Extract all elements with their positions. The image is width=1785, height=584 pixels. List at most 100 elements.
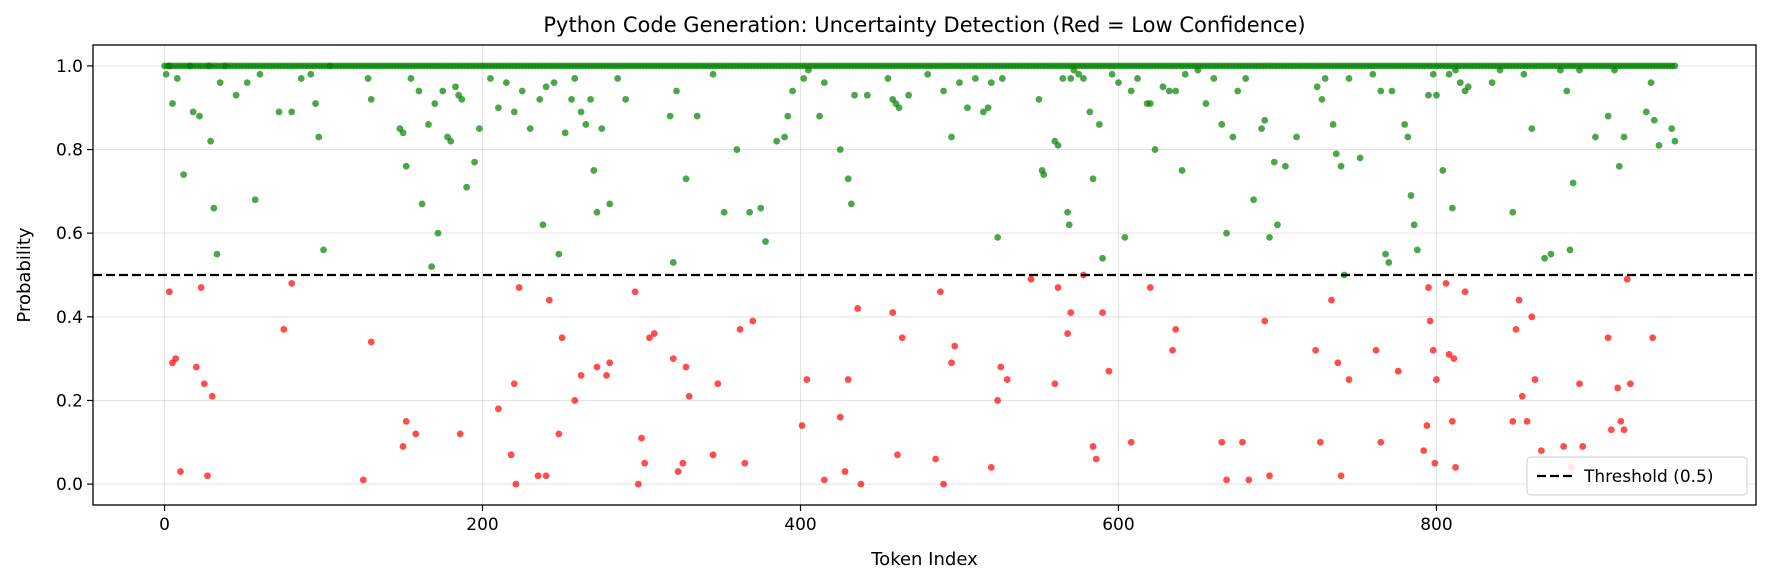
data-point [1557,66,1564,74]
data-point [1604,334,1612,342]
data-point [526,125,534,133]
data-point [165,288,173,296]
data-point [555,250,563,258]
data-point [1576,380,1583,388]
data-point [439,87,447,95]
data-point [1146,284,1154,291]
data-point [1623,275,1631,283]
data-point [741,459,749,467]
data-point [1270,158,1278,166]
data-point [1127,87,1135,95]
data-point [682,175,690,183]
data-point [889,309,897,317]
data-point [1332,150,1340,158]
data-point [550,79,558,87]
data-point [1372,346,1380,354]
data-point [1377,438,1385,446]
data-point [951,342,959,350]
x-tick-label: 200 [466,515,498,535]
data-point [213,250,221,258]
data-point [1040,171,1048,179]
data-point [733,146,741,153]
data-point [1261,317,1269,325]
data-point [173,75,181,82]
data-point [1452,463,1459,471]
data-point [979,108,987,116]
data-point [558,334,566,342]
data-point [638,434,645,442]
y-tick-label: 0.0 [56,475,83,495]
data-point [1450,355,1458,363]
data-point [1337,162,1345,170]
data-point [598,125,606,133]
data-point [1464,83,1472,91]
y-tick-label: 1.0 [56,57,83,77]
data-point [1442,279,1450,287]
data-point [1512,325,1520,333]
data-point [320,246,327,254]
data-point [210,204,218,212]
data-point [1518,392,1526,400]
data-point [673,87,680,95]
data-point [1202,100,1210,107]
data-point [709,70,717,78]
data-point [1356,154,1364,162]
data-point [693,112,701,120]
data-point [1650,116,1658,124]
data-point [1404,133,1412,141]
data-point [971,75,979,82]
data-point [847,200,855,208]
data-point [1401,121,1409,128]
data-point [956,79,963,87]
data-point [512,480,520,488]
data-point [571,75,579,82]
data-point [773,137,781,145]
data-point [682,363,690,371]
data-point [1065,221,1073,229]
data-point [1070,66,1078,74]
data-point [1127,438,1135,446]
legend-box [1526,456,1748,496]
data-point [999,75,1006,82]
data-point [844,376,852,383]
data-point [720,208,728,216]
data-point [1274,221,1281,229]
data-point [555,430,563,438]
data-point [359,476,367,484]
data-point [186,62,194,70]
data-point [1242,75,1250,82]
data-point [1146,100,1154,107]
axis-ticks: 0 200 400 600 800 0.0 0.2 0.4 0.6 0.8 1.0 [56,57,1453,535]
data-point [1509,208,1517,216]
x-tick-label: 400 [784,515,816,535]
data-point [898,334,906,342]
data-point [1086,108,1094,116]
data-point [169,100,176,107]
data-point [1668,125,1676,133]
data-point [434,229,442,237]
x-tick-label: 800 [1420,515,1452,535]
data-point [854,305,862,312]
data-point [515,284,523,291]
data-point [1439,167,1447,174]
data-point [634,480,642,488]
data-point [577,371,585,379]
data-point [841,468,849,475]
legend-label-threshold: Threshold (0.5) [1583,467,1713,487]
data-point [1151,146,1159,153]
data-point [622,95,630,103]
data-point [1092,455,1100,463]
data-point [851,91,858,99]
data-point [1592,133,1599,141]
data-point [1394,367,1402,375]
data-point [666,112,674,120]
data-point [587,95,595,103]
data-point [471,158,478,166]
data-point [216,79,224,87]
data-point [1134,75,1141,82]
data-point [1003,376,1011,383]
data-point [510,380,518,388]
data-point [894,451,901,459]
data-point [1515,296,1523,304]
